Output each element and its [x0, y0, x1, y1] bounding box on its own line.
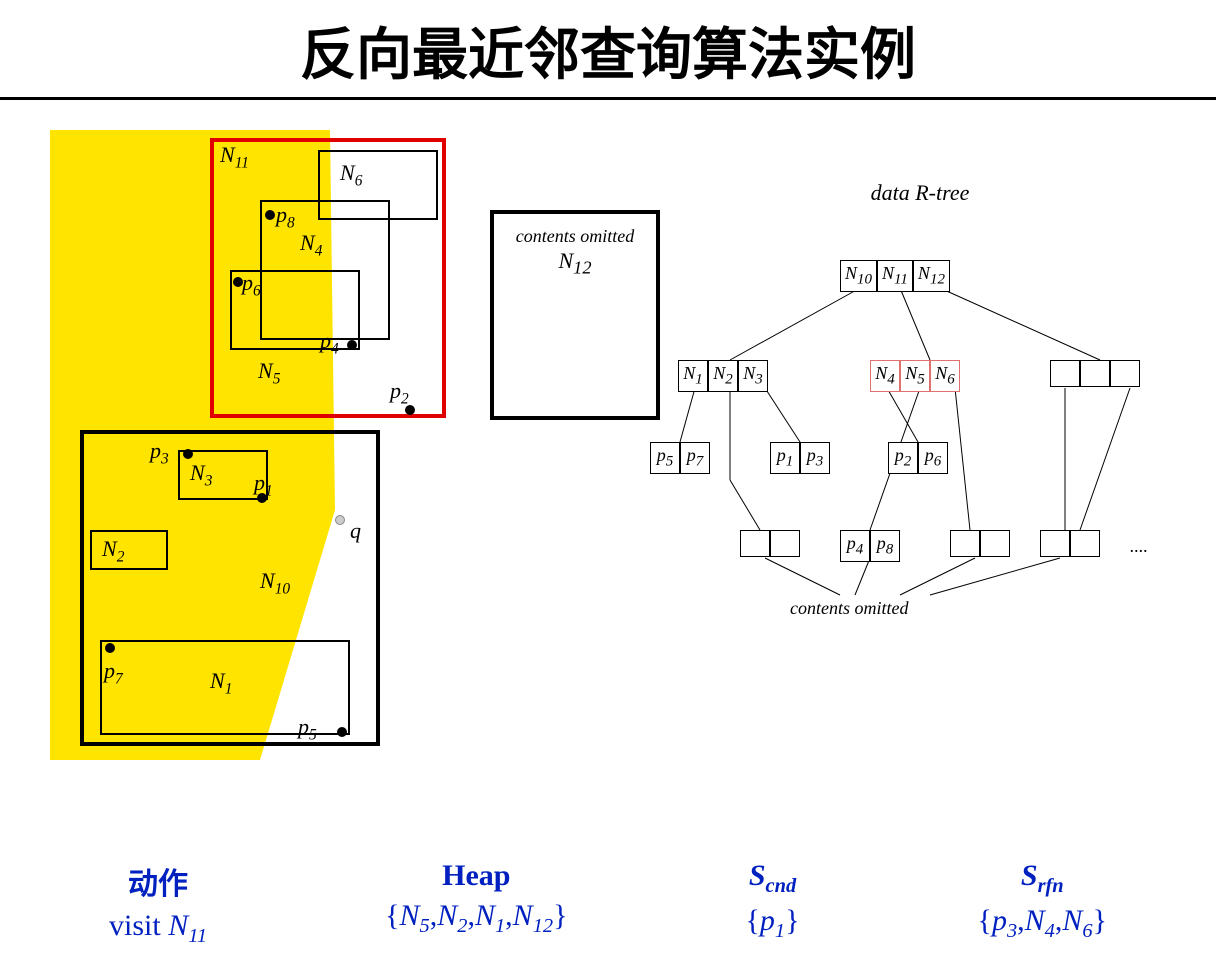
cell: p3 — [800, 442, 830, 474]
tnode-L2: N4N5N6 — [870, 360, 960, 392]
rtree-diagram: data R-tree N10N11N12N1N2N3N4N5N6 p5p7p1… — [640, 180, 1200, 650]
status-header: Heap — [385, 859, 567, 893]
cell: p6 — [918, 442, 948, 474]
label-p2: p2 — [390, 378, 409, 408]
status-table: 动作 visit N11 Heap {N5,N2,N1,N12} Scnd {p1} Srf… — [20, 859, 1196, 948]
point-p3 — [183, 449, 193, 459]
spatial-diagram: N10 N11 contents omittedN12 N6 N4 N5 N3 N2 N1 p8 p… — [40, 120, 660, 780]
tnode-B3 — [950, 530, 1010, 557]
cell: p2 — [888, 442, 918, 474]
cell: p8 — [870, 530, 900, 562]
label-p6: p6 — [242, 270, 261, 300]
label-N6: N6 — [340, 160, 362, 190]
label-p4: p4 — [320, 328, 339, 358]
tnode-P1: p5p7 — [650, 442, 710, 474]
status-value: {N5,N2,N1,N12} — [385, 899, 567, 938]
label-N10: N10 — [260, 568, 290, 598]
n12-omitted-text: contents omitted — [494, 226, 656, 247]
box-N12: contents omittedN12 — [490, 210, 660, 420]
tnode-B2: p4p8 — [840, 530, 900, 562]
cell — [1110, 360, 1140, 387]
tree-dots: .... — [1130, 536, 1148, 557]
label-N11: N11 — [220, 142, 249, 172]
status-header: 动作 — [109, 859, 207, 903]
cell: p5 — [650, 442, 680, 474]
label-p5: p5 — [298, 714, 317, 744]
tnode-L1: N1N2N3 — [678, 360, 768, 392]
status-value: visit N11 — [109, 909, 207, 948]
label-N1: N1 — [210, 668, 232, 698]
label-p8: p8 — [276, 202, 295, 232]
label-N3: N3 — [190, 460, 212, 490]
label-N4: N4 — [300, 230, 322, 260]
label-p3: p3 — [150, 438, 169, 468]
tnode-root: N10N11N12 — [840, 260, 950, 292]
cell — [980, 530, 1010, 557]
status-column: Srfn {p3,N4,N6} — [978, 859, 1107, 948]
cell — [770, 530, 800, 557]
tnode-P2: p1p3 — [770, 442, 830, 474]
point-p8 — [265, 210, 275, 220]
cell — [1040, 530, 1070, 557]
status-column: Heap {N5,N2,N1,N12} — [385, 859, 567, 948]
cell: p1 — [770, 442, 800, 474]
point-p5 — [337, 727, 347, 737]
label-N2: N2 — [102, 536, 124, 566]
tnode-B4 — [1040, 530, 1100, 557]
point-p4 — [347, 340, 357, 350]
cell: N1 — [678, 360, 708, 392]
page-title: 反向最近邻查询算法实例 — [0, 0, 1216, 100]
tree-contents-omitted: contents omitted — [790, 598, 908, 619]
status-header: Srfn — [978, 859, 1107, 898]
cell — [1050, 360, 1080, 387]
label-q: q — [350, 518, 361, 544]
cell: N10 — [840, 260, 877, 292]
status-column: 动作 visit N11 — [109, 859, 207, 948]
cell: N6 — [930, 360, 960, 392]
cell: N2 — [708, 360, 738, 392]
label-p7: p7 — [104, 658, 123, 688]
status-column: Scnd {p1} — [746, 859, 800, 948]
cell: N5 — [900, 360, 930, 392]
status-value: {p1} — [746, 904, 800, 943]
cell — [1080, 360, 1110, 387]
cell — [740, 530, 770, 557]
cell — [950, 530, 980, 557]
point-p7 — [105, 643, 115, 653]
cell: N12 — [913, 260, 950, 292]
tnode-P3: p2p6 — [888, 442, 948, 474]
cell: N11 — [877, 260, 913, 292]
cell: N3 — [738, 360, 768, 392]
label-p1: p1 — [254, 470, 273, 500]
tree-edges — [640, 180, 1200, 650]
tnode-B1 — [740, 530, 800, 557]
n12-label: N12 — [494, 248, 656, 278]
cell: N4 — [870, 360, 900, 392]
tnode-L3 — [1050, 360, 1140, 387]
cell — [1070, 530, 1100, 557]
status-header: Scnd — [746, 859, 800, 898]
point-q — [335, 515, 345, 525]
label-N5: N5 — [258, 358, 280, 388]
status-value: {p3,N4,N6} — [978, 904, 1107, 943]
cell: p7 — [680, 442, 710, 474]
cell: p4 — [840, 530, 870, 562]
